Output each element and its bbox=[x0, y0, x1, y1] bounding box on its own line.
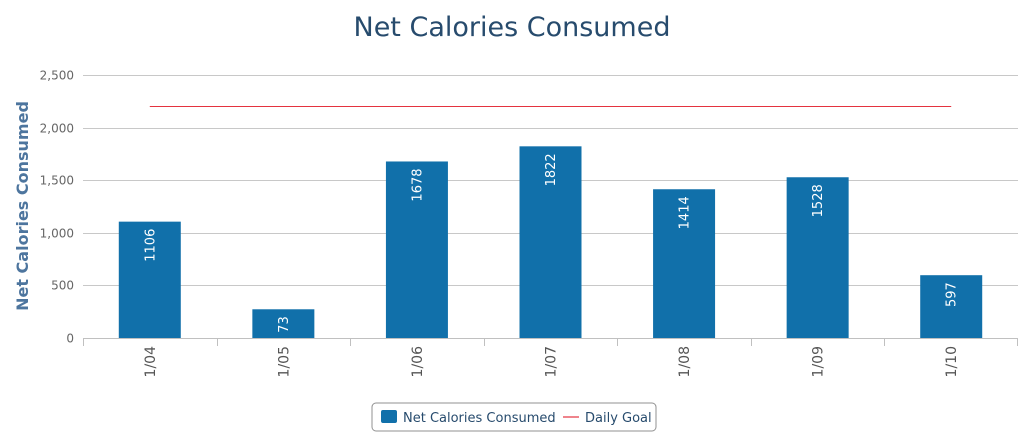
y-tick-label: 0 bbox=[66, 332, 74, 346]
x-tick-label: 1/08 bbox=[677, 346, 693, 377]
chart-title: Net Calories Consumed bbox=[354, 12, 671, 43]
x-tick-label: 1/07 bbox=[544, 346, 560, 377]
x-axis-ticks: 1/04 1/05 1/06 1/07 1/08 1/09 1/10 bbox=[83, 338, 1018, 378]
bar-series: 1106 73 1678 1822 1414 1528 597 bbox=[118, 146, 983, 338]
x-tick-label: 1/04 bbox=[143, 346, 159, 378]
bar[interactable] bbox=[252, 309, 315, 338]
x-tick-label: 1/09 bbox=[811, 346, 827, 377]
bar[interactable] bbox=[385, 161, 448, 338]
bar[interactable] bbox=[118, 221, 181, 338]
y-tick-label: 1,500 bbox=[40, 174, 74, 188]
bar-data-label: 1528 bbox=[811, 184, 826, 217]
legend[interactable]: Net Calories Consumed Daily Goal bbox=[371, 402, 657, 432]
bar[interactable] bbox=[653, 189, 716, 338]
y-tick-label: 2,000 bbox=[40, 122, 74, 136]
legend-label-goal: Daily Goal bbox=[585, 411, 652, 426]
y-tick-label: 2,500 bbox=[40, 69, 74, 83]
bar-data-label: 597 bbox=[945, 282, 960, 307]
legend-swatch-bars bbox=[381, 410, 397, 423]
bar-data-label: 1822 bbox=[544, 153, 559, 186]
bar-data-label: 1414 bbox=[678, 196, 693, 229]
y-axis-ticks: 0 500 1,000 1,500 2,000 2,500 bbox=[40, 69, 74, 346]
y-axis-label: Net Calories Consumed bbox=[13, 101, 32, 311]
bar[interactable] bbox=[786, 177, 849, 338]
legend-box bbox=[371, 402, 657, 432]
bar-data-label: 1678 bbox=[410, 168, 425, 201]
bar[interactable] bbox=[519, 146, 582, 338]
x-tick-label: 1/06 bbox=[410, 346, 426, 378]
bar[interactable] bbox=[920, 275, 983, 338]
x-tick-label: 1/05 bbox=[276, 346, 292, 377]
legend-item-goal[interactable]: Daily Goal bbox=[563, 411, 652, 426]
legend-label-bars: Net Calories Consumed bbox=[403, 411, 556, 426]
legend-item-bars[interactable]: Net Calories Consumed bbox=[381, 410, 556, 426]
bar-data-label: 1106 bbox=[143, 229, 158, 262]
y-tick-label: 1,000 bbox=[40, 227, 74, 241]
bar-data-label: 73 bbox=[277, 316, 292, 333]
x-tick-label: 1/10 bbox=[944, 346, 960, 377]
y-tick-label: 500 bbox=[51, 279, 74, 293]
